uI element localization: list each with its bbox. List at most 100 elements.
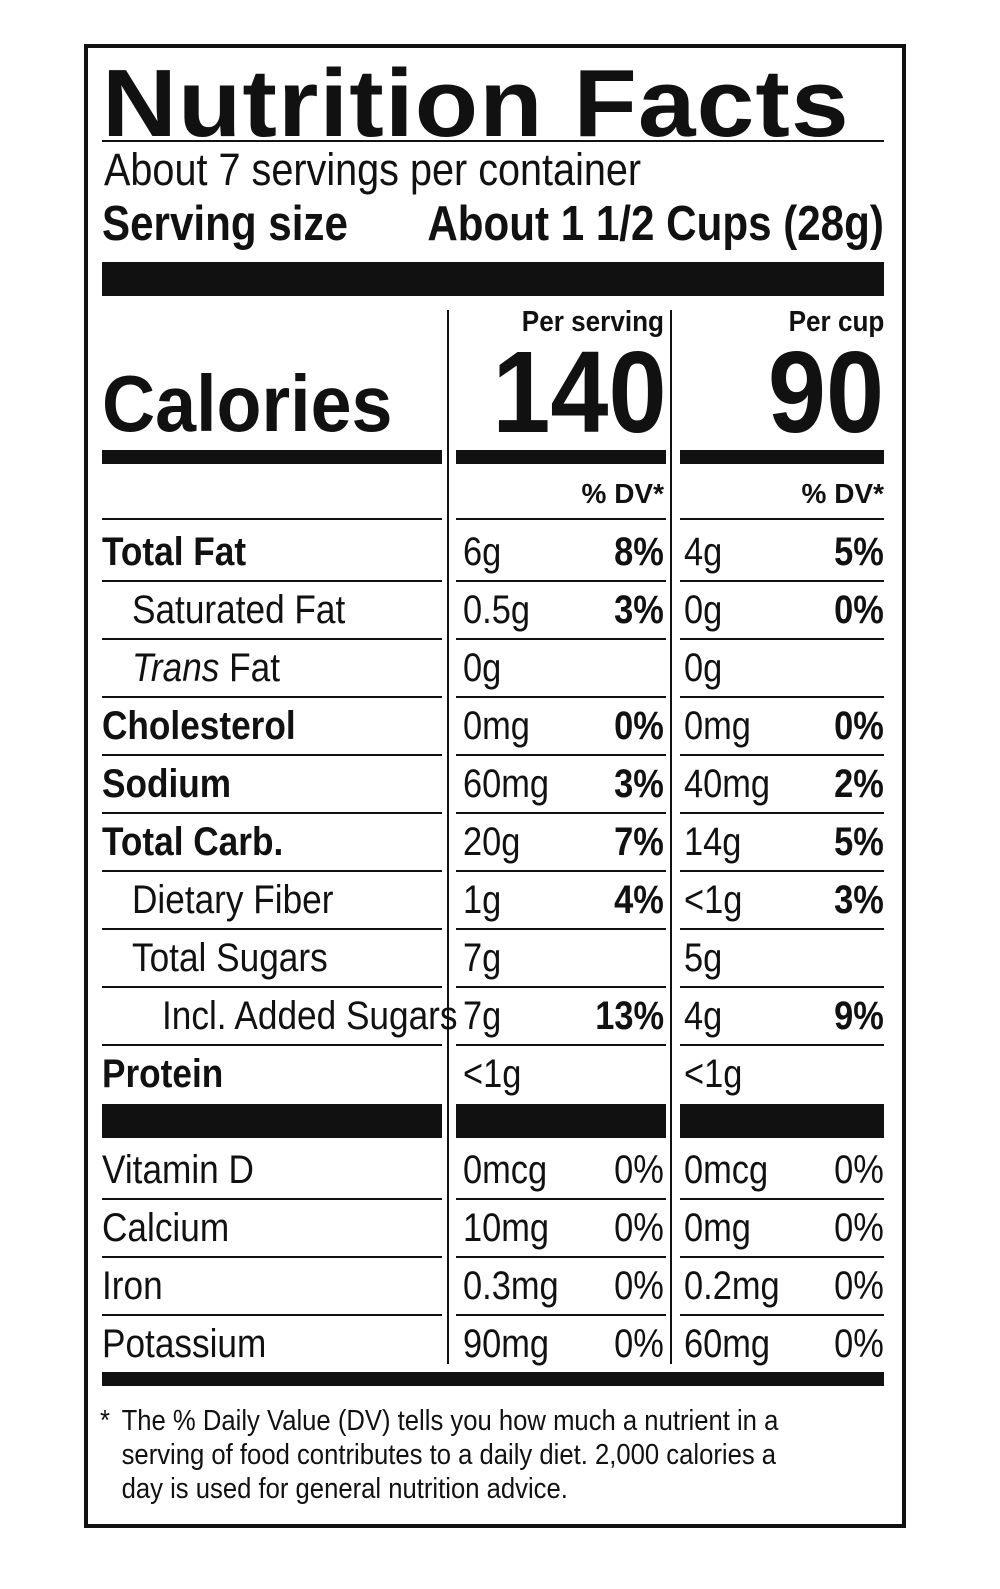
nutrient-name-rest: Fat xyxy=(219,646,281,690)
nutrition-facts-panel xyxy=(84,44,906,1528)
dv-per-serving: 3% xyxy=(614,588,664,632)
amount-per-serving: 1g xyxy=(463,878,502,922)
amount-per-cup: 0.2mg xyxy=(684,1264,780,1308)
serving-size-value: About 1 1/2 Cups (28g) xyxy=(427,197,884,251)
thick-divider-vitamins-3 xyxy=(680,1104,884,1138)
row-rule-3 xyxy=(680,870,884,872)
row-rule-3 xyxy=(680,580,884,582)
row-rule-1 xyxy=(102,580,442,582)
row-rule-1 xyxy=(102,638,442,640)
column-divider-right xyxy=(670,310,672,1364)
calories-per-cup: 90 xyxy=(767,327,884,457)
row-rule-3 xyxy=(680,812,884,814)
amount-per-serving: 6g xyxy=(463,530,502,574)
amount-per-serving: <1g xyxy=(463,1052,522,1096)
serving-size-label: Serving size xyxy=(102,197,348,251)
nutrient-name-italic: Trans xyxy=(132,646,220,690)
calories-bar-3 xyxy=(680,450,884,464)
vitamin-rule-2 xyxy=(456,1256,666,1258)
row-rule-1 xyxy=(102,928,442,930)
thick-divider-bottom xyxy=(102,1372,884,1386)
row-rule-1 xyxy=(102,1044,442,1046)
amount-per-cup: 4g xyxy=(684,994,723,1038)
row-rule-3 xyxy=(680,754,884,756)
thick-divider-vitamins-1 xyxy=(102,1104,442,1138)
amount-per-cup: 14g xyxy=(684,820,742,864)
per-cup-heading: Per cup xyxy=(788,306,884,338)
nutrient-name: Incl. Added Sugars xyxy=(162,994,458,1038)
amount-per-cup: 0mcg xyxy=(684,1148,769,1192)
amount-per-cup: 40mg xyxy=(684,762,771,806)
dv-per-serving: 7% xyxy=(614,820,664,864)
dv-per-cup: 0% xyxy=(834,1206,884,1250)
vitamin-rule-1 xyxy=(102,1198,442,1200)
amount-per-cup: 0mg xyxy=(684,1206,751,1250)
nutrient-name: Total Sugars xyxy=(132,936,328,980)
vitamin-rule-1 xyxy=(102,1314,442,1316)
row-rule-1 xyxy=(102,754,442,756)
vitamin-rule-2 xyxy=(456,1314,666,1316)
row-rule-3 xyxy=(680,928,884,930)
amount-per-serving: 0mcg xyxy=(463,1148,548,1192)
footnote-text: The % Daily Value (DV) tells you how muc… xyxy=(121,1405,779,1505)
row-rule-3 xyxy=(680,986,884,988)
row-rule-3 xyxy=(680,1044,884,1046)
row-rule-3 xyxy=(680,518,884,520)
nutrient-name: Sodium xyxy=(102,762,232,806)
row-rule-1 xyxy=(102,518,442,520)
dv-per-cup: 0% xyxy=(834,1264,884,1308)
daily-value-footnote: * The % Daily Value (DV) tells you how m… xyxy=(100,1404,802,1506)
row-rule-1 xyxy=(102,812,442,814)
amount-per-serving: 0.5g xyxy=(463,588,530,632)
row-rule-2 xyxy=(456,812,666,814)
dv-per-cup: 5% xyxy=(834,820,884,864)
amount-per-cup: 5g xyxy=(684,936,723,980)
row-rule-1 xyxy=(102,986,442,988)
dv-per-cup: 0% xyxy=(834,1322,884,1366)
row-rule-2 xyxy=(456,1044,666,1046)
amount-per-serving: 20g xyxy=(463,820,521,864)
vitamin-name: Potassium xyxy=(102,1322,267,1366)
dv-per-cup: 0% xyxy=(834,704,884,748)
dv-per-serving: 13% xyxy=(595,994,664,1038)
calories-bar-1 xyxy=(102,450,442,464)
vitamin-name: Calcium xyxy=(102,1206,230,1250)
dv-per-cup: 5% xyxy=(834,530,884,574)
dv-per-cup: 0% xyxy=(834,588,884,632)
amount-per-serving: 90mg xyxy=(463,1322,550,1366)
vitamin-rule-2 xyxy=(456,1198,666,1200)
calories-per-serving: 140 xyxy=(492,327,667,457)
row-rule-2 xyxy=(456,580,666,582)
nutrient-name: Protein xyxy=(102,1052,224,1096)
amount-per-cup: 0g xyxy=(684,646,723,690)
row-rule-2 xyxy=(456,518,666,520)
amount-per-serving: 0.3mg xyxy=(463,1264,559,1308)
dv-per-cup: 0% xyxy=(834,1148,884,1192)
dv-per-serving: 0% xyxy=(614,1322,664,1366)
dv-per-serving: 0% xyxy=(614,704,664,748)
dv-per-serving: 0% xyxy=(614,1206,664,1250)
amount-per-serving: 10mg xyxy=(463,1206,550,1250)
thick-divider-vitamins-2 xyxy=(456,1104,666,1138)
vitamin-rule-1 xyxy=(102,1256,442,1258)
dv-per-serving: 0% xyxy=(614,1148,664,1192)
per-serving-heading: Per serving xyxy=(521,306,664,338)
vitamin-name: Vitamin D xyxy=(102,1148,254,1192)
nutrient-name: Saturated Fat xyxy=(132,588,346,632)
amount-per-cup: <1g xyxy=(684,1052,743,1096)
dv-per-serving: 3% xyxy=(614,762,664,806)
dv-heading-serving: % DV* xyxy=(581,478,664,509)
amount-per-serving: 7g xyxy=(463,994,502,1038)
row-rule-1 xyxy=(102,870,442,872)
amount-per-cup: <1g xyxy=(684,878,743,922)
row-rule-3 xyxy=(680,696,884,698)
amount-per-serving: 0g xyxy=(463,646,502,690)
dv-per-cup: 2% xyxy=(834,762,884,806)
vitamin-rule-3 xyxy=(680,1314,884,1316)
nutrient-name: Trans Fat xyxy=(132,646,280,690)
dv-per-cup: 3% xyxy=(834,878,884,922)
amount-per-cup: 0mg xyxy=(684,704,751,748)
row-rule-2 xyxy=(456,754,666,756)
dv-per-serving: 4% xyxy=(614,878,664,922)
column-divider-left xyxy=(447,310,449,1364)
